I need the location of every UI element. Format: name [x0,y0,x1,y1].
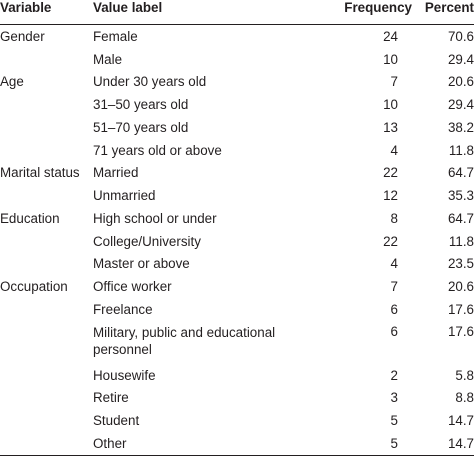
cell-variable [0,116,90,139]
cell-variable [0,253,90,276]
cell-variable: Gender [0,28,45,44]
cell-value-label: Female [93,28,138,44]
cell-frequency: 12 [383,188,398,204]
table-row: Marital status Married 22 64.7 [0,162,474,185]
cell-percent: 17.6 [447,323,474,339]
table-row: Student 5 14.7 [0,409,474,432]
cell-value-label: Freelance [93,301,153,317]
cell-frequency: 10 [383,97,398,113]
cell-frequency: 6 [390,323,398,339]
cell-variable [0,93,90,116]
table-row: Education High school or under 8 64.7 [0,207,474,230]
cell-variable: Age [0,74,24,90]
cell-frequency: 7 [390,74,398,90]
cell-variable: Education [0,210,60,226]
cell-percent: 64.7 [447,165,474,181]
header-row: Variable Value label Frequency Percent [0,0,474,25]
cell-value-label: Student [93,413,140,429]
cell-value-label: 31–50 years old [93,97,189,113]
cell-variable [0,230,90,253]
cell-percent: 38.2 [447,119,474,135]
cell-percent: 29.4 [447,51,474,67]
cell-percent: 14.7 [447,413,474,429]
table-row: Other 5 14.7 [0,432,474,456]
table-row: College/University 22 11.8 [0,230,474,253]
cell-frequency: 4 [390,256,398,272]
cell-variable [0,48,90,71]
cell-percent: 29.4 [447,97,474,113]
table-row: Unmarried 12 35.3 [0,184,474,207]
cell-value-label: Under 30 years old [93,74,207,90]
cell-percent: 20.6 [447,279,474,295]
cell-frequency: 5 [390,413,398,429]
cell-value-label: High school or under [93,210,217,226]
cell-value-label: Master or above [93,256,190,272]
cell-variable [0,409,90,432]
header-percent: Percent [414,0,474,25]
table-row: 51–70 years old 13 38.2 [0,116,474,139]
cell-value-label: Married [93,165,139,181]
cell-frequency: 24 [383,28,398,44]
cell-variable [0,184,90,207]
cell-value-label: Male [93,51,123,67]
cell-value-label: Housewife [93,367,156,383]
cell-variable: Occupation [0,279,68,295]
cell-variable [0,387,90,410]
header-value-label: Value label [90,0,316,25]
table-row: Occupation Office worker 7 20.6 [0,275,474,298]
cell-frequency: 7 [390,279,398,295]
cell-frequency: 6 [390,301,398,317]
table-row: Gender Female 24 70.6 [0,25,474,48]
header-frequency: Frequency [316,0,414,25]
cell-value-label: Unmarried [93,188,156,204]
table-row: Master or above 4 23.5 [0,253,474,276]
cell-percent: 20.6 [447,74,474,90]
cell-percent: 8.8 [455,390,474,406]
cell-value-label: 71 years old or above [93,142,222,158]
cell-percent: 70.6 [447,28,474,44]
cell-variable [0,432,90,456]
cell-percent: 11.8 [448,233,474,249]
cell-percent: 17.6 [447,301,474,317]
table-row: Military, public and educational personn… [0,321,474,364]
cell-percent: 5.8 [455,367,474,383]
cell-frequency: 3 [390,390,398,406]
cell-variable: Marital status [0,165,80,181]
cell-frequency: 22 [383,233,398,249]
cell-frequency: 22 [383,165,398,181]
cell-frequency: 4 [390,142,398,158]
table-row: Male 10 29.4 [0,48,474,71]
table-row: Freelance 6 17.6 [0,298,474,321]
cell-frequency: 5 [316,432,414,456]
cell-variable [0,298,90,321]
cell-value-label: Other [90,432,316,456]
table-row: 71 years old or above 4 11.8 [0,139,474,162]
table-body: Gender Female 24 70.6 Male 10 29.4 Age U… [0,25,474,456]
cell-percent: 64.7 [447,210,474,226]
cell-value-label: 51–70 years old [93,119,189,135]
table-row: Retire 3 8.8 [0,387,474,410]
table-row: 31–50 years old 10 29.4 [0,93,474,116]
cell-frequency: 10 [383,51,398,67]
header-variable: Variable [0,0,90,25]
cell-frequency: 8 [390,210,398,226]
cell-variable [0,364,90,387]
cell-value-label: College/University [93,233,201,249]
cell-percent: 35.3 [447,188,474,204]
cell-percent: 14.7 [414,432,474,456]
table-row: Housewife 2 5.8 [0,364,474,387]
cell-frequency: 2 [390,367,398,383]
cell-variable [0,139,90,162]
cell-frequency: 13 [383,119,398,135]
table-row: Age Under 30 years old 7 20.6 [0,71,474,94]
cell-percent: 23.5 [447,256,474,272]
cell-variable [0,321,90,364]
cell-value-label: Military, public and educational personn… [93,324,276,357]
cell-value-label: Office worker [93,279,172,295]
cell-percent: 11.8 [448,142,474,158]
cell-value-label: Retire [93,390,129,406]
table-header: Variable Value label Frequency Percent [0,0,474,25]
